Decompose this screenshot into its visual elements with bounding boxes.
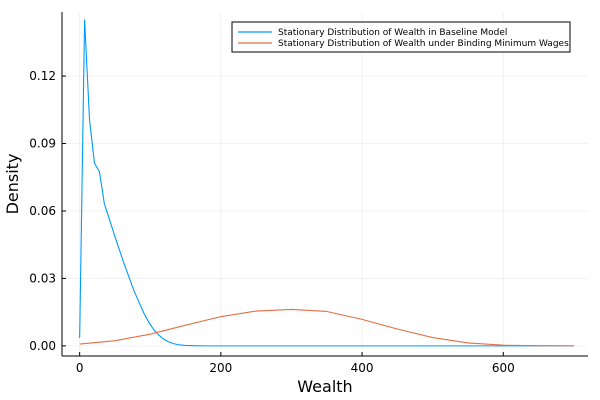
legend: Stationary Distribution of Wealth in Bas…	[231, 21, 571, 53]
grid-lines	[62, 12, 588, 356]
x-tick-label: 600	[492, 361, 515, 375]
tick-labels: 0 200 400 600 0.00 0.03 0.06 0.09 0.12	[29, 69, 514, 375]
axes	[61, 12, 588, 357]
y-tick-label: 0.00	[29, 339, 56, 353]
y-tick-label: 0.09	[29, 137, 56, 151]
x-tick-label: 0	[76, 361, 84, 375]
legend-label: Stationary Distribution of Wealth under …	[278, 39, 569, 49]
series-line-2	[79, 308, 574, 347]
series-lines	[79, 19, 574, 347]
y-tick-label: 0.03	[29, 271, 56, 285]
legend-box	[231, 21, 571, 53]
y-axis-title: Density	[3, 154, 22, 215]
x-axis-title: Wealth	[297, 377, 352, 396]
x-tick-label: 400	[351, 361, 374, 375]
legend-label: Stationary Distribution of Wealth in Bas…	[278, 28, 507, 38]
series-line-1	[79, 19, 574, 347]
x-tick-label: 200	[209, 361, 232, 375]
y-tick-label: 0.12	[29, 69, 56, 83]
y-tick-label: 0.06	[29, 204, 56, 218]
